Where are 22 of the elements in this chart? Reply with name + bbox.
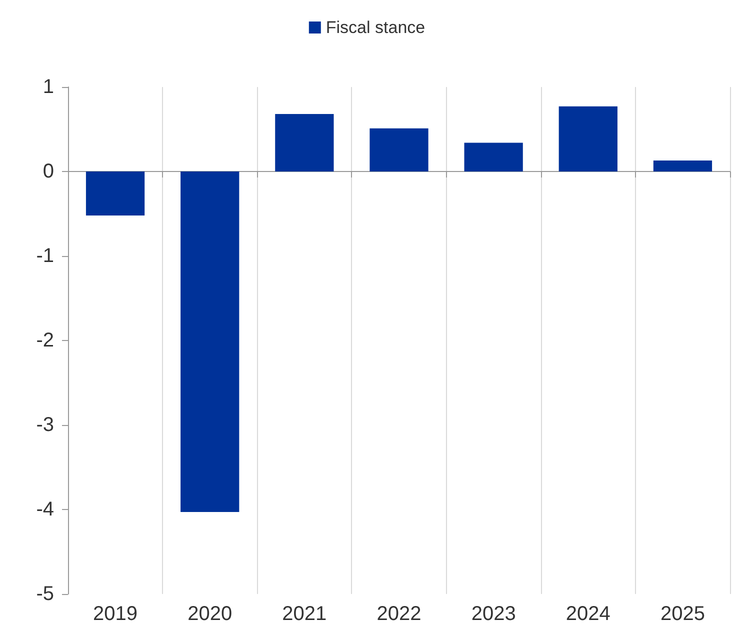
y-tick-label: -5 <box>36 583 54 605</box>
bar <box>370 128 428 172</box>
x-tick-label: 2019 <box>93 603 138 625</box>
bar <box>275 114 334 172</box>
y-tick-label: 1 <box>42 76 54 98</box>
bar <box>464 142 523 172</box>
y-tick-label: -2 <box>36 330 54 352</box>
legend-label: Fiscal stance <box>326 18 426 37</box>
y-tick-label: 0 <box>42 160 54 182</box>
x-tick-label: 2021 <box>282 603 327 625</box>
x-tick-label: 2020 <box>188 603 232 625</box>
x-tick-label: 2022 <box>376 603 422 625</box>
y-tick-label: -4 <box>36 498 54 520</box>
bar <box>86 172 145 216</box>
bar <box>653 160 712 172</box>
y-tick-label: -3 <box>36 414 54 436</box>
bar <box>558 106 618 172</box>
y-tick-label: -1 <box>36 245 54 267</box>
x-tick-label: 2024 <box>566 603 610 625</box>
x-tick-label: 2025 <box>660 603 705 625</box>
x-tick-label: 2023 <box>471 603 516 625</box>
bar <box>180 172 240 512</box>
